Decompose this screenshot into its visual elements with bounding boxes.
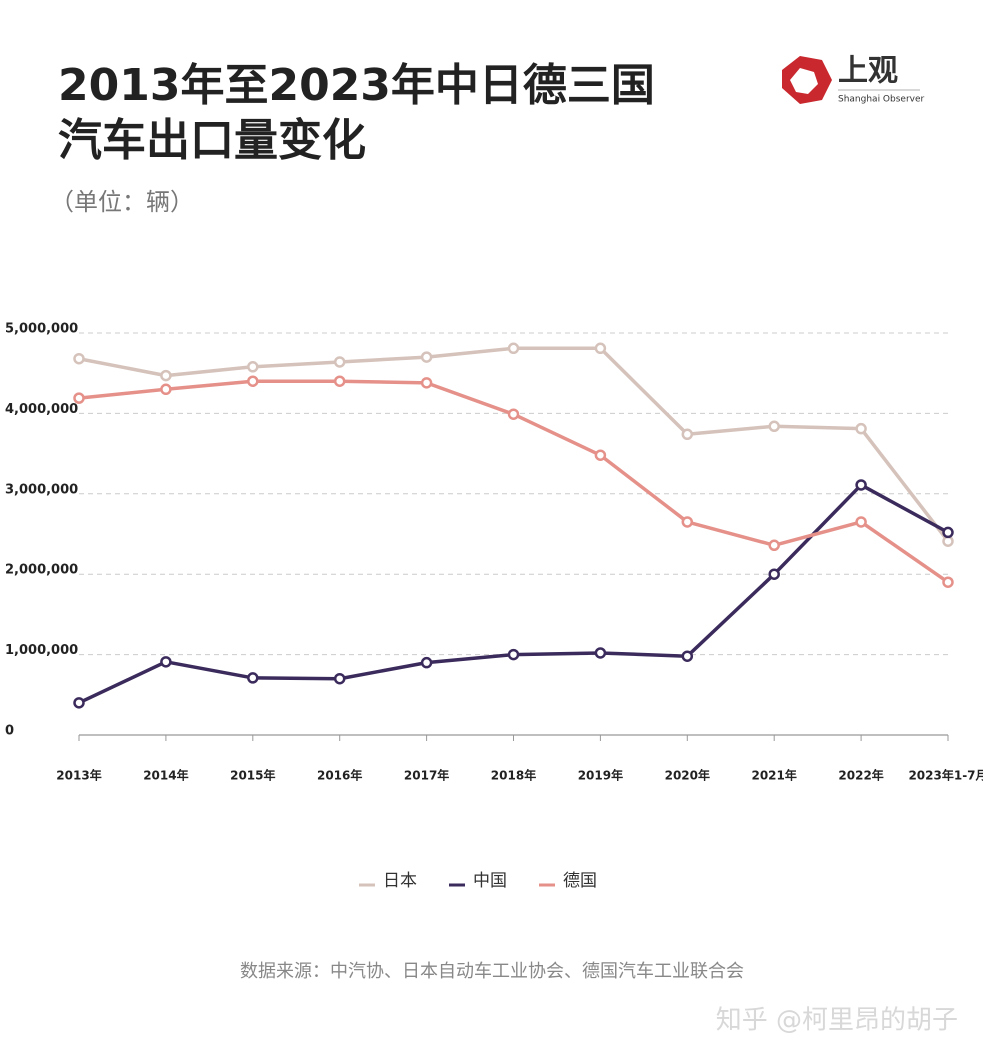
y-tick-label: 1,000,000 [5, 643, 78, 658]
x-tick-label: 2022年 [838, 768, 883, 783]
data-point [594, 647, 607, 659]
chart-subtitle: （单位：辆） [50, 188, 194, 216]
x-tick-label: 2017年 [404, 768, 449, 783]
logo-name: 上观 [838, 54, 898, 89]
x-tick-label: 2021年 [751, 768, 796, 783]
data-point [420, 656, 433, 669]
data-point [507, 408, 520, 420]
data-point [333, 356, 346, 368]
data-point [768, 539, 780, 552]
y-tick-label: 4,000,000 [5, 402, 78, 417]
chart-title: 汽车出口量变化 [58, 115, 366, 166]
x-tick-label: 2016年 [317, 768, 362, 783]
data-point [855, 516, 867, 528]
x-tick-label: 2013年 [56, 768, 101, 783]
x-tick-label: 2018年 [491, 768, 536, 783]
x-tick-label: 2019年 [578, 768, 623, 783]
data-point [681, 516, 694, 528]
y-tick-label: 2,000,000 [5, 563, 78, 578]
chart-title: 2013年至2023年中日德三国 [58, 60, 655, 111]
data-point [594, 342, 607, 355]
data-point [681, 650, 694, 662]
data-point [681, 428, 694, 441]
data-point [160, 383, 172, 396]
data-point [160, 369, 172, 382]
data-point [855, 422, 867, 435]
y-tick-label: 0 [5, 724, 14, 739]
data-point [247, 361, 259, 373]
y-tick-label: 3,000,000 [5, 482, 78, 497]
series-line [78, 483, 949, 705]
data-point [420, 351, 433, 363]
y-tick-label: 5,000,000 [5, 322, 78, 337]
data-point [507, 648, 520, 661]
series-line [78, 346, 950, 543]
data-point [247, 672, 259, 684]
x-tick-label: 2020年 [665, 768, 710, 783]
logo-icon [790, 68, 818, 94]
x-tick-label: 2015年 [230, 768, 275, 783]
data-point [594, 449, 607, 461]
data-point [420, 377, 433, 389]
x-tick-label: 2014年 [143, 768, 188, 783]
data-point [855, 479, 867, 491]
data-point [507, 342, 520, 355]
data-point [333, 375, 346, 387]
data-point [73, 392, 85, 404]
watermark: 知乎 @柯里昂的胡子 [716, 1006, 958, 1036]
logo: 上观 Shanghai Observer [782, 54, 925, 105]
data-point [73, 352, 85, 365]
data-point [768, 420, 780, 433]
data-point [160, 656, 172, 668]
legend-label: 日本 [383, 871, 417, 891]
legend-label: 中国 [473, 871, 507, 891]
data-point [73, 697, 85, 709]
data-point [247, 375, 259, 387]
source: 数据来源：中汽协、日本自动车工业协会、德国汽车工业联合会 [240, 961, 744, 982]
x-tick-label: 2023年1-7月 [908, 768, 983, 783]
logo-subtitle: Shanghai Observer [838, 95, 925, 105]
data-point [942, 576, 954, 588]
data-point [768, 568, 780, 580]
data-point [942, 526, 954, 539]
data-point [333, 672, 346, 685]
legend-label: 德国 [563, 871, 597, 891]
